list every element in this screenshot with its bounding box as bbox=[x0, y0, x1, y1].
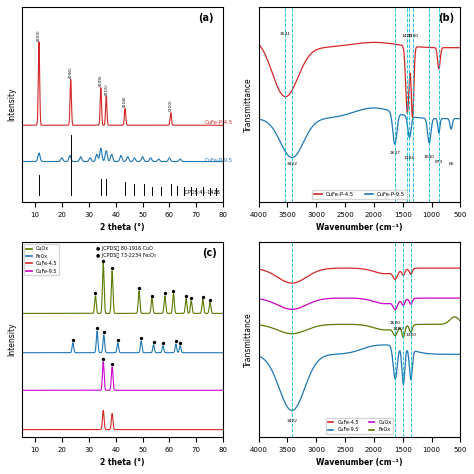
Text: (015): (015) bbox=[104, 83, 108, 95]
Text: 1360: 1360 bbox=[405, 333, 416, 337]
Text: (110): (110) bbox=[169, 100, 173, 111]
Text: (a): (a) bbox=[198, 13, 213, 23]
X-axis label: 2 theta (°): 2 theta (°) bbox=[100, 223, 145, 232]
X-axis label: 2 theta (°): 2 theta (°) bbox=[100, 458, 145, 467]
Legend: CuFe-P-4.5, CuFe-P-9.5: CuFe-P-4.5, CuFe-P-9.5 bbox=[312, 190, 407, 199]
Text: JCPDS:41-1428: JCPDS:41-1428 bbox=[183, 190, 219, 195]
X-axis label: Wavenumber (cm⁻¹): Wavenumber (cm⁻¹) bbox=[316, 223, 403, 232]
X-axis label: Wavenumber (cm⁻¹): Wavenumber (cm⁻¹) bbox=[316, 458, 403, 467]
Text: 66: 66 bbox=[448, 162, 454, 165]
Text: (b): (b) bbox=[438, 13, 454, 23]
Text: 3422: 3422 bbox=[286, 162, 298, 165]
Text: CuFe-P-9.5: CuFe-P-9.5 bbox=[204, 158, 233, 163]
Text: 1630: 1630 bbox=[390, 321, 401, 325]
Y-axis label: Intensity: Intensity bbox=[7, 322, 16, 356]
Legend: CuOx, FeOx, CuFe-4.5, CuFe-9.5: CuOx, FeOx, CuFe-4.5, CuFe-9.5 bbox=[24, 244, 59, 275]
Text: 3541: 3541 bbox=[280, 32, 291, 36]
Text: 3422: 3422 bbox=[286, 419, 298, 423]
Text: 1490: 1490 bbox=[392, 327, 403, 331]
Y-axis label: Intensity: Intensity bbox=[7, 88, 16, 121]
Text: (009): (009) bbox=[99, 75, 103, 86]
Y-axis label: Transmittance: Transmittance bbox=[244, 312, 253, 366]
Legend: CuFe-4.5, CuFe-9.5, CuOx, FeOx: CuFe-4.5, CuFe-9.5, CuOx, FeOx bbox=[326, 418, 393, 434]
Text: (003): (003) bbox=[37, 29, 41, 41]
Text: 1420: 1420 bbox=[402, 34, 413, 38]
Text: 1637: 1637 bbox=[389, 151, 401, 155]
Text: 1384: 1384 bbox=[404, 156, 415, 160]
Text: (c): (c) bbox=[202, 248, 217, 258]
Text: (006): (006) bbox=[69, 66, 73, 78]
Text: 1040: 1040 bbox=[424, 155, 435, 159]
Y-axis label: Transmittance: Transmittance bbox=[244, 77, 253, 132]
Text: (018): (018) bbox=[123, 96, 127, 107]
Text: 873: 873 bbox=[435, 160, 443, 164]
Text: ● JCPDS： 80-1916 CuO
● JCPDS： 73-2234 Fe₂O₃: ● JCPDS： 80-1916 CuO ● JCPDS： 73-2234 Fe… bbox=[96, 246, 156, 258]
Text: 1330: 1330 bbox=[407, 34, 418, 38]
Text: CuFe-P-4.5: CuFe-P-4.5 bbox=[204, 120, 233, 125]
